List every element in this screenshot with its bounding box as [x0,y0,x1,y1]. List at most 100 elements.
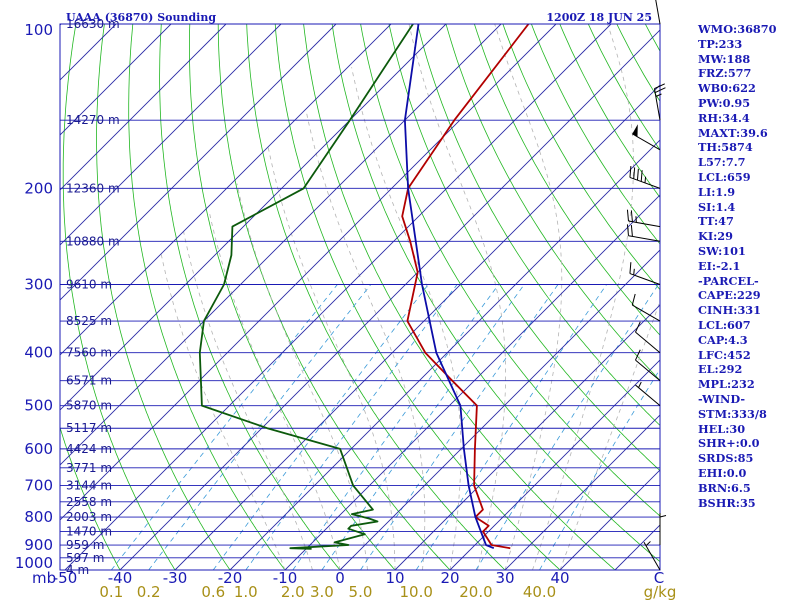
moist-adiabat-line [183,231,313,570]
mixing-ratio-tick-label: 20.0 [459,583,492,600]
height-label: 3771 m [66,461,112,475]
wind-barb-staff [655,0,661,25]
isotherm-line [504,414,660,570]
isotherm-line [60,24,337,301]
mixing-ratio-line [292,284,499,570]
isotherm-line [174,84,660,570]
height-label: 4424 m [66,442,112,456]
index-entry: TT:47 [698,214,734,229]
mixing-ratio-line [245,284,458,570]
temperature-tick-label: 10 [385,569,404,587]
dry-adiabat-line [128,24,286,570]
index-entry: L57:7.7 [698,155,746,170]
moist-adiabat-line [160,254,286,570]
wind-barb-staff [653,88,661,121]
wind-barb [626,224,661,242]
stability-indices-panel: WMO:36870 TP:233 MW:188 FRZ:577 WB0:622 PW:0.… [698,22,777,510]
height-label: 8525 m [66,314,112,328]
wind-barb-flag [636,168,639,181]
grid-layer [60,24,660,570]
index-entry: TH:5874 [698,140,753,155]
isotherm-line [449,359,660,570]
temperature-tick-label: -10 [273,569,298,587]
parcel-profile-line [403,24,495,550]
wind-barb-staff [629,273,661,285]
index-entry: RH:34.4 [698,110,750,125]
mixing-ratio-line [321,284,525,570]
moist-adiabat-line [408,24,507,570]
wind-barb [626,209,661,228]
moist-adiabat-line [494,24,563,570]
index-entry: -PARCEL- [698,273,759,288]
index-entry: SHR+:0.0 [698,436,760,451]
pressure-tick-label: 1000 [15,554,53,572]
height-label: 10880 m [66,234,120,248]
mixing-ratio-line [110,284,338,570]
wind-barb-half-flag [644,176,647,183]
wind-barb-flag [635,321,641,333]
moist-adiabat-line [208,210,341,570]
index-entry: PW:0.95 [698,95,751,110]
dry-adiabat-line [96,24,231,570]
wind-barb-flag [630,225,633,237]
height-label: 4 m [66,563,89,577]
temperature-tick-label: -20 [218,569,243,587]
chart-title-time: 1200Z 18 JUN 25 [546,11,652,24]
wind-barb-flag [626,224,629,236]
wind-barbs [626,0,667,571]
wind-barb [653,83,666,121]
dry-adiabat-line [217,24,451,570]
isotherm-line [394,304,660,570]
temperature-tick-label: 0 [335,569,345,587]
wind-barb-half-flag [633,268,635,275]
temperature-tick-label: -50 [53,569,78,587]
pressure-tick-label: 300 [24,276,53,294]
temperature-tick-label: 20 [440,569,459,587]
mixing-ratio-tick-label: 5.0 [349,583,373,600]
index-entry: LI:1.9 [698,184,736,199]
index-entry: MPL:232 [698,377,755,392]
pressure-tick-label: 400 [24,344,53,362]
wind-barb [632,124,661,151]
wind-barb [635,321,661,354]
mixing-ratio-tick-label: 2.0 [281,583,305,600]
height-label: 959 m [66,538,104,552]
index-entry: SW:101 [698,243,746,258]
mixing-ratio-tick-label: 0.6 [201,583,225,600]
index-entry: BRN:6.5 [698,480,751,495]
isotherm-line [60,24,227,191]
isotherm-line [229,139,660,570]
temperature-profile-line [401,24,530,550]
wind-barb [659,513,667,546]
moist-adiabat-line [236,183,368,570]
wind-barb [631,293,661,322]
height-label: 12360 m [66,181,120,195]
wind-barb-staff [643,542,661,571]
isotherm-line [60,24,447,411]
pressure-tick-label: 200 [24,179,53,197]
pressure-tick-label: 500 [24,397,53,415]
index-entry: MAXT:39.6 [698,125,768,140]
height-label: 5117 m [66,421,112,435]
wind-barb [643,541,661,571]
index-entry: LCL:607 [698,317,751,332]
pressure-tick-label: 800 [24,508,53,526]
temperature-unit-label: C [654,569,664,587]
pressure-tick-label: 700 [24,476,53,494]
wind-barb-half-flag [638,381,642,388]
wind-barb-staff [635,384,661,407]
wind-barb-flag [640,170,643,182]
wind-barb-staff [635,331,661,354]
wind-barb [629,262,661,285]
wind-barb-flag [654,87,666,94]
wind-barb [629,166,661,189]
temperature-tick-label: -40 [108,569,133,587]
index-entry: STM:333/8 [698,406,767,421]
wind-barb [635,381,661,407]
wind-barb-staff [628,235,661,242]
index-entry: LCL:659 [698,169,751,184]
mixing-ratio-line [415,284,607,570]
wind-barb-flag [629,166,632,178]
